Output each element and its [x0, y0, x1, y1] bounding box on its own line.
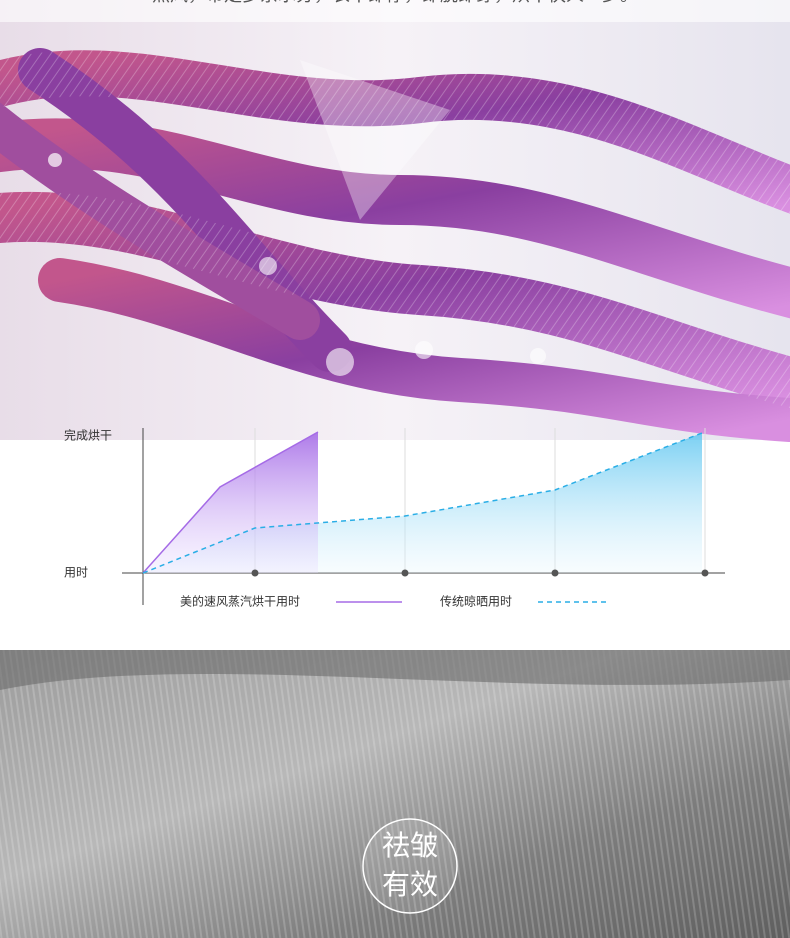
chart: 完成烘干 用时 美的速风蒸汽烘干用时 传统晾晒用时 — [64, 428, 725, 609]
traditional-line — [142, 432, 703, 574]
axis-dot — [251, 569, 259, 577]
badge — [362, 818, 458, 914]
knit-texture — [0, 650, 790, 938]
header-band — [0, 0, 790, 22]
badge-text: 有效 — [382, 868, 438, 901]
midea-line — [142, 431, 319, 574]
y-bottom-label: 用时 — [64, 566, 88, 580]
axis-dot — [701, 569, 709, 577]
badge-text: 祛皱 — [382, 829, 438, 862]
legend-label: 美的速风蒸汽烘干用时 — [180, 594, 300, 609]
midea-area — [143, 432, 318, 573]
axis-dot — [551, 569, 559, 577]
header-text: 热风，带走多余水分，衣干即停，即脱即穿，烘干快人一步。 — [152, 0, 638, 6]
fabric-ropes — [0, 48, 790, 442]
axis-dot — [401, 569, 409, 577]
knit-shadow — [0, 650, 790, 690]
legend-label: 传统晾晒用时 — [440, 594, 512, 609]
y-top-label: 完成烘干 — [64, 428, 112, 443]
